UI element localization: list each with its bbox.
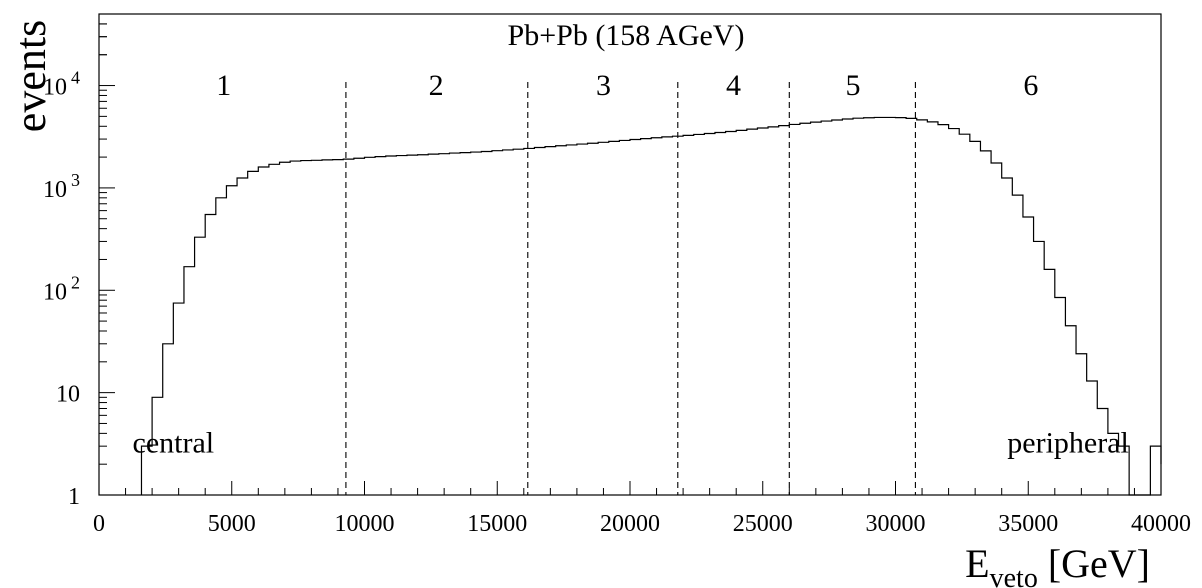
region-label: 5 — [846, 69, 861, 102]
annotation-text: central — [133, 427, 215, 460]
y-tick-label-base: 10 — [56, 382, 80, 408]
y-tick-label: 10 2 — [43, 272, 80, 305]
chart-title: Pb+Pb (158 AGeV) — [508, 19, 745, 52]
x-axis-label-main: E — [965, 541, 989, 586]
x-axis-label-subscript: veto — [990, 563, 1038, 588]
annotations: central peripheral — [133, 427, 1129, 460]
y-tick-label-exponent: 2 — [71, 272, 80, 292]
y-tick-label: 10 3 — [43, 170, 80, 203]
y-tick-label-exponent: 4 — [71, 68, 80, 88]
y-axis-label: events — [6, 20, 55, 132]
x-tick-label: 15000 — [467, 511, 527, 537]
boundary-lines — [345, 82, 916, 495]
plot-frame — [98, 13, 1162, 496]
y-tick-label-base: 10 — [43, 75, 67, 101]
x-tick-label: 5000 — [208, 511, 256, 537]
x-axis-label-unit: [GeV] — [1038, 541, 1150, 586]
y-tick-label-exponent: 3 — [71, 170, 80, 190]
region-label: 1 — [216, 69, 231, 102]
x-tick-label: 25000 — [733, 511, 793, 537]
region-label: 6 — [1023, 69, 1038, 102]
x-tick-label: 35000 — [998, 511, 1058, 537]
x-minor-ticks — [125, 488, 1135, 495]
x-tick-label: 20000 — [600, 511, 660, 537]
y-tick-label-base: 10 — [43, 177, 67, 203]
x-tick-label: 10000 — [335, 511, 395, 537]
y-tick-label: 10 — [56, 382, 80, 408]
annotation-text: peripheral — [1007, 427, 1129, 460]
y-tick-label: 1 — [68, 484, 80, 510]
y-tick-label-base: 10 — [43, 279, 67, 305]
y-tick-label: 10 4 — [43, 68, 80, 101]
region-label: 4 — [726, 69, 741, 102]
x-tick-label: 40000 — [1131, 511, 1191, 537]
histogram-line — [140, 116, 1162, 496]
region-labels: 1 2 3 4 5 6 — [216, 69, 1038, 102]
x-major-ticks: 0 5000 10000 15000 20000 25000 30000 35000 40000 — [93, 481, 1191, 537]
x-axis-label: Eveto [GeV] — [965, 541, 1150, 588]
x-tick-label: 0 — [93, 511, 105, 537]
region-label: 3 — [596, 69, 611, 102]
x-tick-label: 30000 — [866, 511, 926, 537]
y-tick-label-base: 1 — [68, 484, 80, 510]
region-label: 2 — [429, 69, 444, 102]
